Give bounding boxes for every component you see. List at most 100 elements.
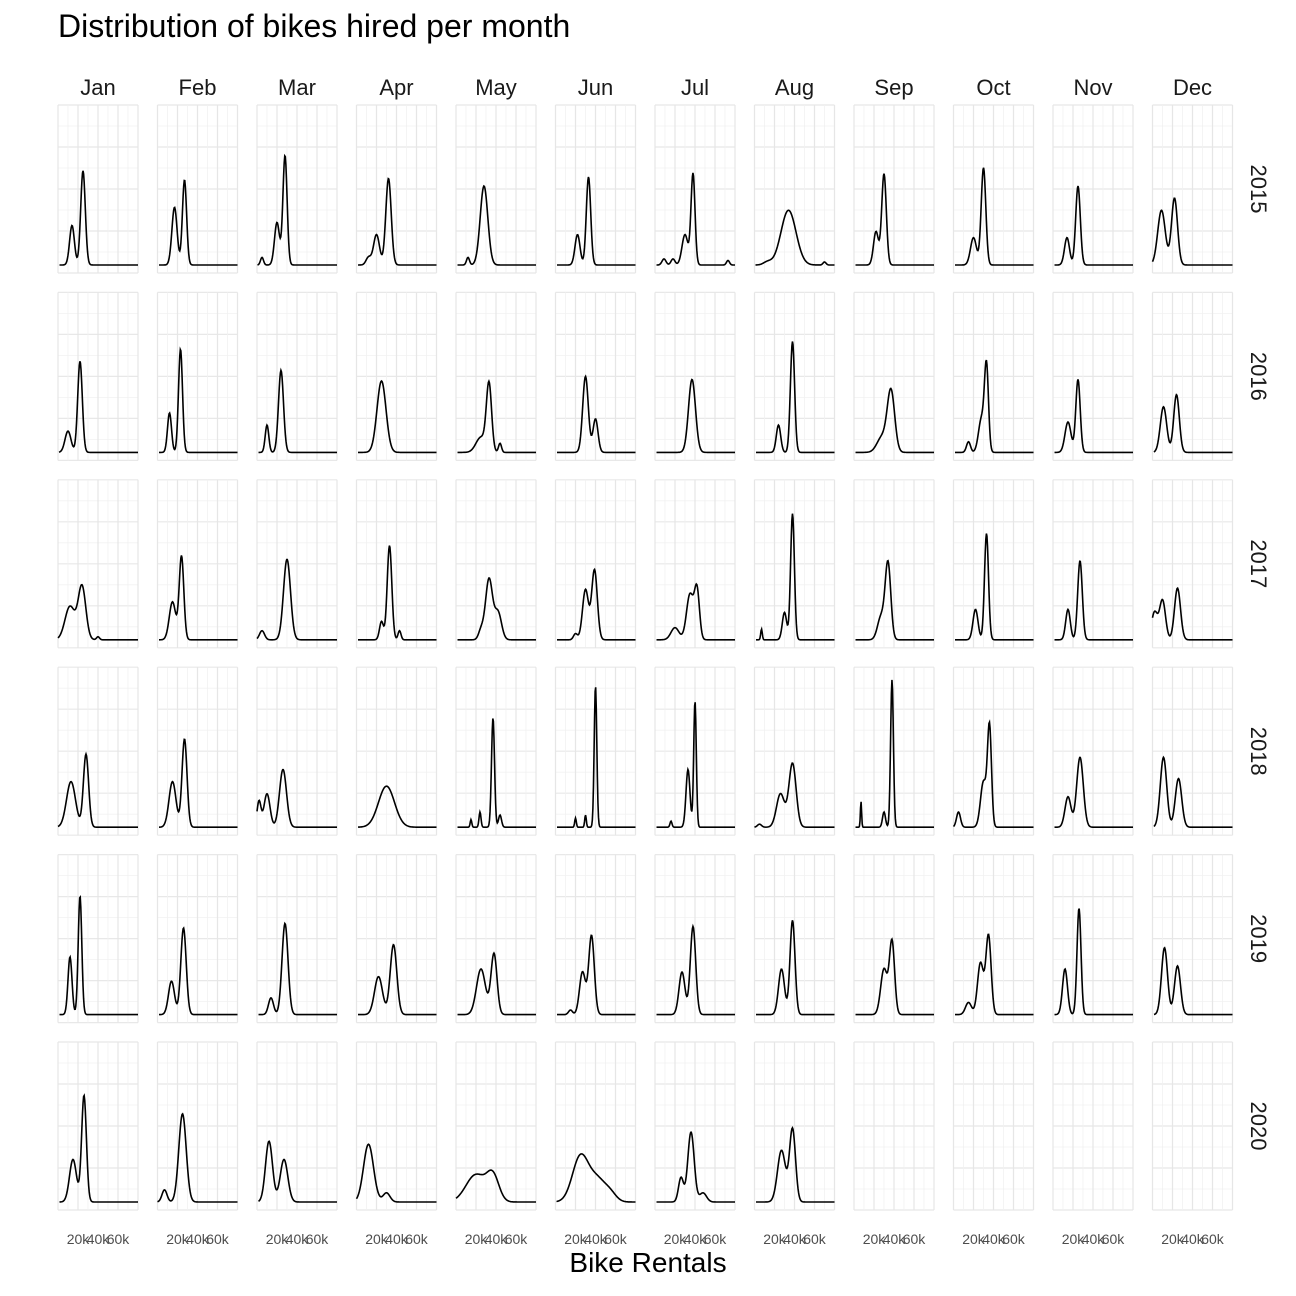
density-curve	[256, 768, 337, 828]
density-curve	[357, 785, 437, 828]
density-curve	[754, 762, 835, 828]
x-tick-label: 20k	[763, 1231, 787, 1247]
density-curve	[556, 1153, 636, 1203]
x-tick-label: 40k	[1181, 1231, 1205, 1247]
facet-col-label: Jan	[80, 75, 115, 100]
density-curve	[57, 751, 138, 828]
density-curve	[955, 933, 1034, 1016]
density-curve	[1151, 586, 1233, 641]
facet-row-label: 2017	[1246, 539, 1271, 588]
x-tick-label: 20k	[664, 1231, 688, 1247]
density-curve	[256, 558, 337, 641]
density-curve	[1054, 185, 1133, 266]
x-tick-label: 60k	[704, 1231, 728, 1247]
x-tick-label: 60k	[903, 1231, 927, 1247]
facet-col-label: Dec	[1173, 75, 1212, 100]
density-curve	[57, 583, 138, 641]
facet-col-label: Mar	[278, 75, 316, 100]
density-curve	[656, 172, 735, 266]
density-curve	[855, 559, 934, 641]
density-curve	[258, 367, 337, 454]
density-curve	[1151, 197, 1233, 266]
density-curve	[1153, 755, 1233, 828]
density-curve	[157, 1112, 238, 1203]
density-curve	[59, 170, 138, 266]
x-tick-label: 40k	[485, 1231, 509, 1247]
density-curve	[557, 567, 636, 641]
density-curve	[59, 895, 138, 1016]
density-curve	[756, 341, 835, 454]
density-curve	[557, 374, 636, 454]
density-curve	[557, 687, 636, 828]
density-curve	[457, 184, 536, 266]
facet-col-label: Jun	[578, 75, 613, 100]
x-tick-label: 60k	[206, 1231, 230, 1247]
x-tick-label: 20k	[166, 1231, 190, 1247]
density-curve	[855, 387, 934, 454]
density-curve	[656, 582, 735, 641]
x-tick-label: 60k	[107, 1231, 131, 1247]
x-tick-label: 40k	[87, 1231, 111, 1247]
density-curve	[855, 679, 934, 828]
density-curve	[58, 361, 138, 454]
facet-col-label: Oct	[976, 75, 1010, 100]
density-curve	[457, 577, 536, 641]
x-tick-label: 60k	[1102, 1231, 1126, 1247]
facet-col-label: Jul	[681, 75, 709, 100]
x-tick-label: 20k	[962, 1231, 986, 1247]
density-curve	[159, 555, 238, 641]
facet-col-label: Apr	[379, 75, 413, 100]
density-curve	[457, 951, 536, 1016]
density-curve	[1153, 393, 1233, 454]
density-curve	[258, 1140, 337, 1203]
x-tick-label: 40k	[584, 1231, 608, 1247]
facet-col-label: Nov	[1073, 75, 1112, 100]
facet-col-label: Sep	[874, 75, 913, 100]
density-curve	[457, 378, 536, 454]
density-curve	[1054, 379, 1133, 454]
x-tick-label: 40k	[684, 1231, 708, 1247]
x-tick-label: 20k	[465, 1231, 489, 1247]
facet-row-label: 2018	[1246, 727, 1271, 776]
facet-row-label: 2020	[1246, 1102, 1271, 1151]
x-tick-label: 20k	[67, 1231, 91, 1247]
density-curve	[955, 359, 1034, 454]
density-curve	[159, 346, 238, 454]
x-tick-label: 40k	[286, 1231, 310, 1247]
density-curve	[457, 718, 536, 828]
density-curve	[358, 545, 437, 641]
density-curve	[855, 173, 934, 266]
density-curve	[158, 738, 238, 828]
density-curve	[59, 1093, 138, 1203]
density-curve	[358, 177, 437, 266]
density-curve	[1153, 946, 1233, 1016]
density-curve	[557, 176, 636, 266]
density-curve	[1054, 560, 1133, 641]
x-tick-label: 20k	[266, 1231, 290, 1247]
facet-col-label: May	[475, 75, 517, 100]
x-tick-label: 40k	[186, 1231, 210, 1247]
x-tick-label: 60k	[803, 1231, 827, 1247]
density-curve	[257, 153, 337, 266]
x-tick-label: 20k	[863, 1231, 887, 1247]
chart-title: Distribution of bikes hired per month	[58, 8, 571, 44]
density-curve	[159, 926, 238, 1016]
x-tick-label: 20k	[564, 1231, 588, 1247]
x-tick-label: 60k	[306, 1231, 330, 1247]
x-tick-label: 60k	[1201, 1231, 1225, 1247]
density-curve	[1054, 756, 1133, 828]
density-curve	[656, 378, 735, 454]
density-curve	[159, 179, 238, 266]
x-tick-label: 40k	[385, 1231, 409, 1247]
facet-col-label: Aug	[775, 75, 814, 100]
x-tick-label: 60k	[604, 1231, 628, 1247]
density-curve	[756, 1126, 835, 1203]
density-curve	[455, 1169, 536, 1203]
x-tick-label: 40k	[1082, 1231, 1106, 1247]
facet-row-label: 2016	[1246, 352, 1271, 401]
x-tick-label: 40k	[883, 1231, 907, 1247]
x-tick-label: 40k	[982, 1231, 1006, 1247]
x-tick-label: 60k	[505, 1231, 529, 1247]
density-curve	[656, 702, 735, 828]
